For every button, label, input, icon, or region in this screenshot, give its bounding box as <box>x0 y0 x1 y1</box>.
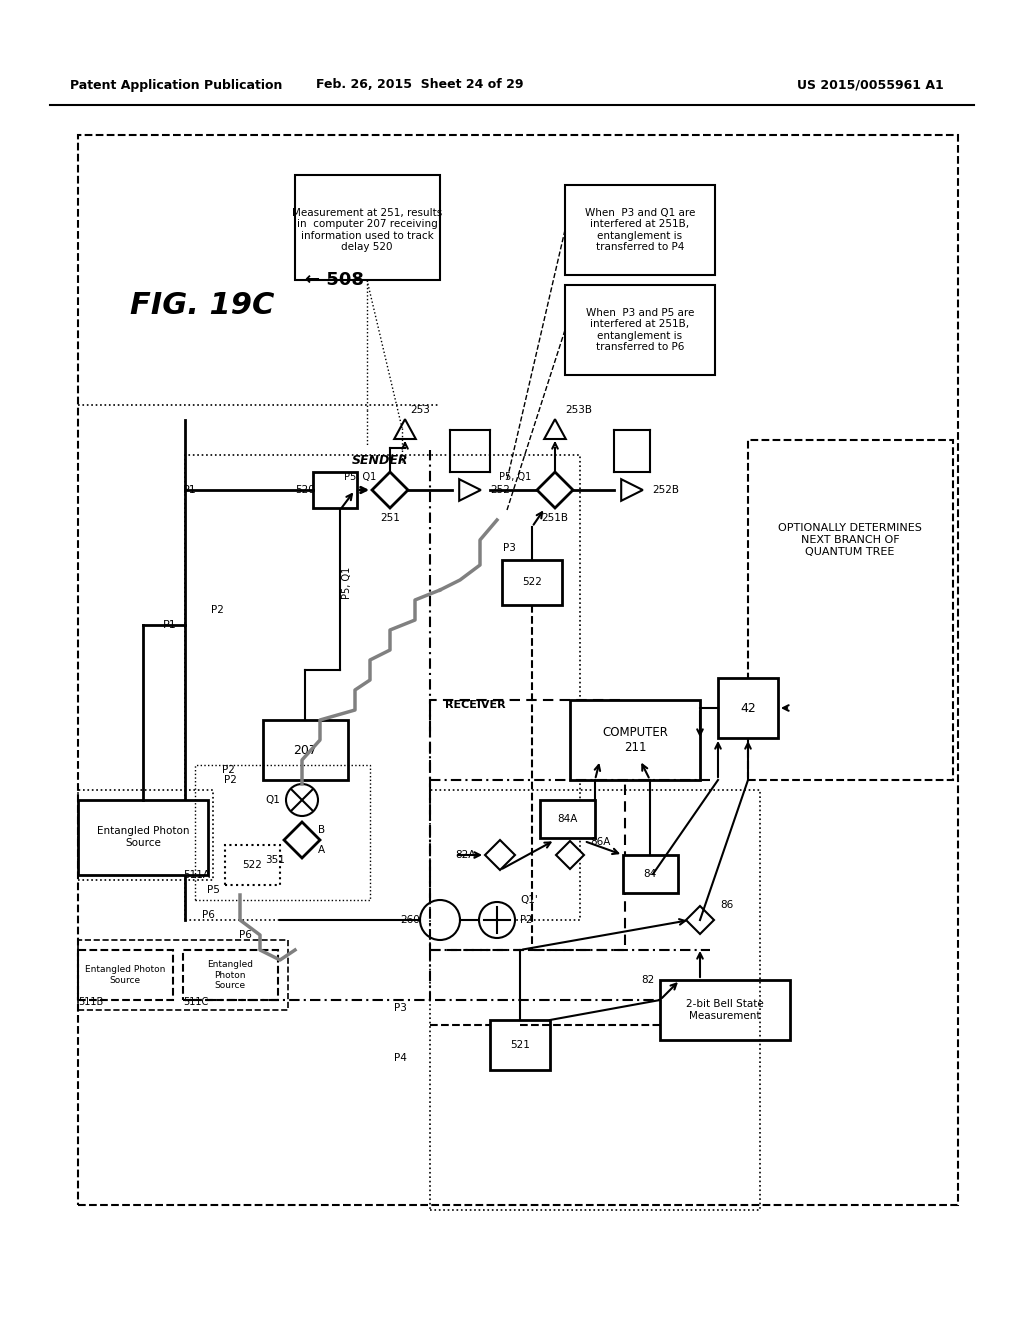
Bar <box>490 1020 550 1071</box>
Text: Feb. 26, 2015  Sheet 24 of 29: Feb. 26, 2015 Sheet 24 of 29 <box>316 78 523 91</box>
Text: 511A: 511A <box>183 870 210 880</box>
Text: When  P3 and Q1 are
interfered at 251B,
entanglement is
transferred to P4: When P3 and Q1 are interfered at 251B, e… <box>585 207 695 252</box>
Text: 520: 520 <box>295 484 315 495</box>
Text: Entangled Photon
Source: Entangled Photon Source <box>96 826 189 847</box>
Polygon shape <box>544 420 566 440</box>
Text: 521: 521 <box>510 1040 530 1049</box>
Bar <box>623 855 678 894</box>
Text: 351: 351 <box>265 855 285 865</box>
Bar <box>430 789 760 1210</box>
Polygon shape <box>556 841 584 869</box>
Text: P4: P4 <box>393 1053 407 1063</box>
Bar <box>430 700 625 950</box>
Text: 252: 252 <box>490 484 510 495</box>
Bar <box>225 845 280 884</box>
Text: P3: P3 <box>393 1003 407 1012</box>
Text: P2: P2 <box>223 775 237 785</box>
Text: P6: P6 <box>239 931 252 940</box>
Bar <box>570 700 700 780</box>
Bar <box>78 800 208 875</box>
Polygon shape <box>686 906 714 935</box>
Text: 42: 42 <box>740 701 756 714</box>
Text: 2-bit Bell State
Measurement: 2-bit Bell State Measurement <box>686 999 764 1020</box>
Text: 86A: 86A <box>590 837 610 847</box>
Text: P1: P1 <box>183 484 197 495</box>
Bar <box>565 285 715 375</box>
Bar <box>748 440 953 780</box>
Bar <box>565 185 715 275</box>
Bar <box>78 940 288 1010</box>
Text: P6: P6 <box>202 909 215 920</box>
Bar <box>313 473 357 508</box>
Bar <box>183 950 278 1001</box>
Text: 207: 207 <box>293 743 317 756</box>
Bar <box>263 719 348 780</box>
Text: FIG. 19C: FIG. 19C <box>130 290 274 319</box>
Text: 511C: 511C <box>183 997 208 1007</box>
Text: 260: 260 <box>400 915 420 925</box>
Text: 251B: 251B <box>542 513 568 523</box>
Polygon shape <box>459 479 481 500</box>
Bar <box>540 800 595 838</box>
Text: 253B: 253B <box>565 405 592 414</box>
Text: P2: P2 <box>520 915 532 925</box>
Polygon shape <box>537 473 573 508</box>
Text: 511B: 511B <box>78 997 103 1007</box>
Text: 251: 251 <box>380 513 400 523</box>
Text: B: B <box>318 825 326 836</box>
Bar <box>185 455 580 920</box>
Text: 252B: 252B <box>652 484 679 495</box>
Text: Q1': Q1' <box>520 895 538 906</box>
Text: P5, Q1: P5, Q1 <box>344 473 376 482</box>
Circle shape <box>479 902 515 939</box>
Bar <box>295 176 440 280</box>
Text: US 2015/0055961 A1: US 2015/0055961 A1 <box>797 78 943 91</box>
Polygon shape <box>622 479 643 500</box>
Text: SENDER: SENDER <box>352 454 409 466</box>
Bar <box>78 950 173 1001</box>
Bar <box>78 789 213 880</box>
Text: 522: 522 <box>242 861 262 870</box>
Text: P5, Q1: P5, Q1 <box>499 473 531 482</box>
Text: Patent Application Publication: Patent Application Publication <box>70 78 283 91</box>
Text: 82A: 82A <box>456 850 476 861</box>
Bar <box>718 678 778 738</box>
Bar <box>78 135 958 1205</box>
Text: P2: P2 <box>221 766 234 775</box>
Text: P5, Q1: P5, Q1 <box>342 566 352 599</box>
Polygon shape <box>485 840 515 870</box>
Text: P3: P3 <box>503 543 516 553</box>
Text: ← 508: ← 508 <box>305 271 364 289</box>
Text: 84: 84 <box>643 869 656 879</box>
Bar <box>660 979 790 1040</box>
Bar <box>195 766 370 900</box>
Polygon shape <box>394 420 416 440</box>
Text: When  P3 and P5 are
interfered at 251B,
entanglement is
transferred to P6: When P3 and P5 are interfered at 251B, e… <box>586 308 694 352</box>
Text: Measurement at 251, results
in  computer 207 receiving
information used to track: Measurement at 251, results in computer … <box>292 207 442 252</box>
Text: Entangled
Photon
Source: Entangled Photon Source <box>207 960 253 990</box>
Text: 253: 253 <box>410 405 430 414</box>
Text: 84A: 84A <box>557 814 578 824</box>
Bar <box>502 560 562 605</box>
Text: P5: P5 <box>207 884 220 895</box>
Circle shape <box>286 784 318 816</box>
Text: Entangled Photon
Source: Entangled Photon Source <box>85 965 165 985</box>
Text: P2: P2 <box>211 605 223 615</box>
Text: 522: 522 <box>522 577 542 587</box>
Text: A: A <box>318 845 326 855</box>
Circle shape <box>420 900 460 940</box>
Text: RECEIVER: RECEIVER <box>445 700 506 710</box>
Text: OPTIONALLY DETERMINES
NEXT BRANCH OF
QUANTUM TREE: OPTIONALLY DETERMINES NEXT BRANCH OF QUA… <box>778 524 922 557</box>
Text: 82: 82 <box>642 975 655 985</box>
Text: COMPUTER
211: COMPUTER 211 <box>602 726 668 754</box>
Polygon shape <box>284 822 319 858</box>
Text: P1: P1 <box>163 620 177 630</box>
Text: 86: 86 <box>720 900 733 909</box>
Polygon shape <box>372 473 408 508</box>
Text: Q1: Q1 <box>265 795 280 805</box>
